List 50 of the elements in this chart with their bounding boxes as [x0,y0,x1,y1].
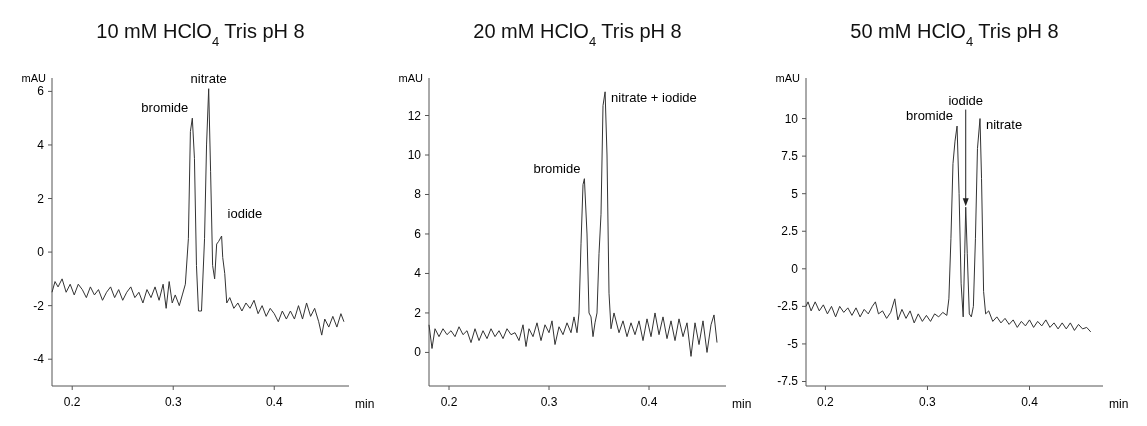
y-tick-label: 2 [414,305,422,320]
y-tick-label: 0 [37,245,45,260]
y-tick-label: -7.5 [777,374,799,389]
x-axis-title: min [732,397,752,411]
x-tick-label: 0.4 [640,395,658,409]
annotation: nitrate [986,116,1023,132]
y-tick-label: -4 [33,352,45,367]
y-tick-label: 6 [37,84,45,99]
x-axis-title: min [1109,397,1129,411]
x-axis-title: min [355,397,375,411]
chart-title: 20 mM HClO$_{4}$ Tris pH 8 [473,20,682,49]
annotation: nitrate + iodide [611,89,697,105]
x-tick-label: 0.2 [440,395,458,409]
chart-title: 50 mM HClO$_{4}$ Tris pH 8 [850,20,1059,49]
y-tick-label: 10 [784,111,799,126]
annotation: iodide [948,92,984,108]
y-tick-label: 10 [407,148,422,162]
x-tick-label: 0.3 [164,395,182,409]
x-tick-label: 0.2 [63,395,81,409]
x-tick-label: 0.3 [919,395,937,409]
y-axis-title: mAU [21,72,47,84]
x-tick-label: 0.4 [265,395,283,409]
x-tick-label: 0.4 [1021,395,1039,409]
y-axis-title: mAU [398,72,424,84]
chart-title: 10 mM HClO$_{4}$ Tris pH 8 [96,20,305,49]
annotation: bromide [141,100,189,116]
y-tick-label: -2 [33,298,45,313]
y-tick-label: 4 [414,266,422,281]
y-tick-label: 5 [791,186,799,201]
x-tick-label: 0.3 [540,395,558,409]
y-tick-label: -5 [787,336,799,351]
y-tick-label: 0 [791,261,799,276]
y-tick-label: 0 [414,345,422,360]
annotation: iodide [227,206,263,222]
line-series [51,88,345,336]
y-tick-label: 7.5 [781,149,799,164]
y-tick-label: 6 [414,226,422,241]
y-tick-label: 2 [37,191,45,206]
y-tick-label: 12 [407,108,422,123]
y-tick-label: 4 [37,137,45,152]
annotation: nitrate [190,70,227,86]
line-series [805,118,1092,333]
annotation: bromide [906,108,954,124]
y-tick-label: -2.5 [777,299,799,314]
annotation: bromide [533,160,581,176]
y-tick-label: 8 [414,187,422,202]
y-tick-label: 2.5 [781,224,799,239]
x-tick-label: 0.2 [817,395,835,409]
y-axis-title: mAU [775,72,801,84]
line-series [428,91,718,357]
